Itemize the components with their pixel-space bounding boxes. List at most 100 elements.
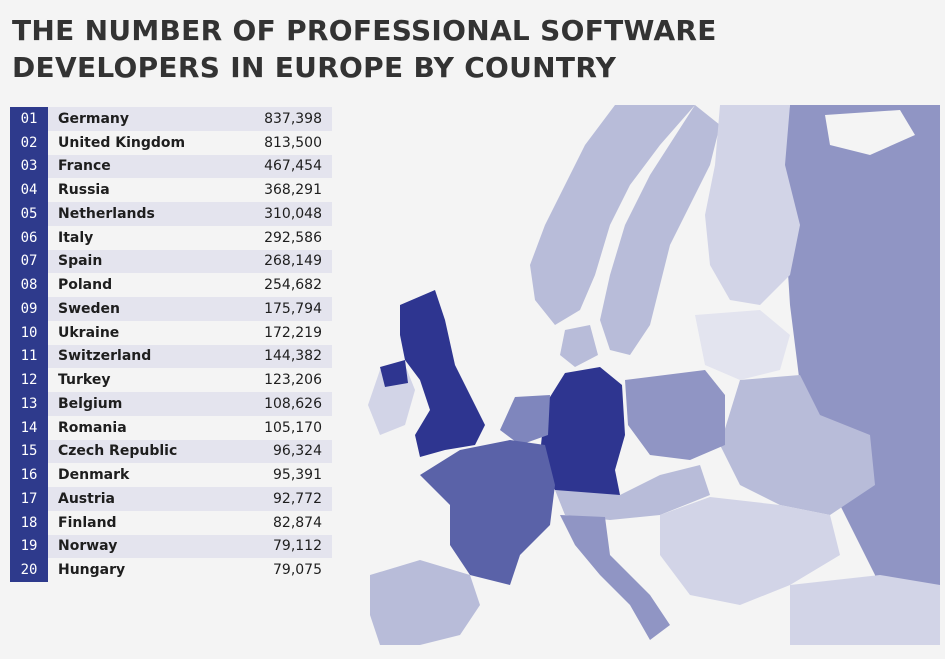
rank-number: 19: [10, 534, 48, 559]
developer-count: 310,048: [264, 205, 322, 222]
developer-count: 467,454: [264, 158, 322, 175]
rank-number: 08: [10, 273, 48, 297]
table-row: 09 Sweden 175,794: [10, 297, 332, 321]
rank-number: 18: [10, 510, 48, 535]
table-row: 07 Spain 268,149: [10, 249, 332, 274]
developer-count: 92,772: [273, 490, 322, 507]
table-row: 03 France 467,454: [10, 154, 332, 179]
table-row: 01 Germany 837,398: [10, 107, 332, 131]
country-name: Sweden: [58, 300, 120, 317]
map-kola: [825, 110, 915, 155]
country-name: Ukraine: [58, 324, 120, 341]
map-germany: [540, 367, 625, 497]
map-finland: [705, 105, 800, 305]
developer-count: 268,149: [264, 253, 322, 270]
country-name: Russia: [58, 182, 110, 199]
rank-number: 13: [10, 392, 48, 416]
country-name: Germany: [58, 110, 130, 127]
rank-number: 12: [10, 368, 48, 392]
map-baltics: [695, 310, 790, 380]
developer-count: 144,382: [264, 348, 322, 365]
country-name: Denmark: [58, 467, 130, 484]
rank-number: 10: [10, 320, 48, 345]
developer-count: 79,112: [273, 538, 322, 555]
table-row: 02 United Kingdom 813,500: [10, 130, 332, 155]
table-row: 16 Denmark 95,391: [10, 463, 332, 487]
table-row: 10 Ukraine 172,219: [10, 320, 332, 345]
developer-count: 123,206: [264, 372, 322, 389]
country-name: France: [58, 158, 111, 175]
rank-number: 01: [10, 107, 48, 131]
country-name: Romania: [58, 419, 127, 436]
country-name: Switzerland: [58, 348, 152, 365]
rank-number: 17: [10, 487, 48, 511]
developer-count: 175,794: [264, 300, 322, 317]
country-name: Spain: [58, 253, 103, 270]
country-name: Belgium: [58, 395, 123, 412]
table-row: 17 Austria 92,772: [10, 487, 332, 511]
country-name: Czech Republic: [58, 443, 178, 460]
country-name: Finland: [58, 514, 117, 531]
map-russia: [780, 105, 940, 645]
map-italy: [560, 515, 670, 640]
rank-number: 16: [10, 463, 48, 487]
country-name: Turkey: [58, 372, 111, 389]
rank-number: 15: [10, 439, 48, 464]
map-france: [420, 440, 555, 585]
developer-count: 79,075: [273, 562, 322, 579]
rank-number: 07: [10, 249, 48, 274]
europe-map: [368, 105, 940, 645]
map-ukraine: [720, 375, 875, 515]
country-name: Austria: [58, 490, 115, 507]
map-denmark: [560, 325, 598, 367]
country-name: Norway: [58, 538, 118, 555]
table-row: 19 Norway 79,112: [10, 534, 332, 559]
developer-count: 837,398: [264, 110, 322, 127]
map-spain: [370, 560, 480, 645]
developer-count: 96,324: [273, 443, 322, 460]
developer-count: 813,500: [264, 134, 322, 151]
rank-number: 14: [10, 415, 48, 440]
developer-count: 108,626: [264, 395, 322, 412]
table-row: 15 Czech Republic 96,324: [10, 439, 332, 464]
map-central: [555, 465, 710, 520]
map-sweden: [600, 105, 720, 355]
developer-count: 95,391: [273, 467, 322, 484]
developer-count: 368,291: [264, 182, 322, 199]
developer-count: 82,874: [273, 514, 322, 531]
table-row: 12 Turkey 123,206: [10, 368, 332, 392]
map-turkey: [790, 575, 940, 645]
ranking-table: 01 Germany 837,398 02 United Kingdom 813,500 0…: [10, 107, 332, 582]
table-row: 08 Poland 254,682: [10, 273, 332, 297]
developer-count: 105,170: [264, 419, 322, 436]
rank-number: 04: [10, 178, 48, 202]
page-title: THE NUMBER OF PROFESSIONAL SOFTWARE DEVE…: [12, 14, 717, 84]
map-norway: [530, 105, 695, 325]
rank-number: 03: [10, 154, 48, 179]
map-balkans: [660, 497, 840, 605]
table-row: 04 Russia 368,291: [10, 178, 332, 202]
table-row: 13 Belgium 108,626: [10, 392, 332, 416]
table-row: 18 Finland 82,874: [10, 510, 332, 535]
rank-number: 02: [10, 130, 48, 155]
map-poland: [625, 370, 725, 460]
table-row: 11 Switzerland 144,382: [10, 344, 332, 369]
map-benelux: [500, 395, 550, 445]
rank-number: 06: [10, 225, 48, 250]
map-united-kingdom: [400, 290, 485, 457]
country-name: Netherlands: [58, 205, 155, 222]
table-row: 06 Italy 292,586: [10, 225, 332, 250]
country-name: United Kingdom: [58, 134, 186, 151]
table-row: 05 Netherlands 310,048: [10, 202, 332, 226]
rank-number: 09: [10, 297, 48, 321]
country-name: Italy: [58, 229, 94, 246]
developer-count: 254,682: [264, 277, 322, 294]
country-name: Poland: [58, 277, 113, 294]
developer-count: 172,219: [264, 324, 322, 341]
rank-number: 05: [10, 202, 48, 226]
country-name: Hungary: [58, 562, 126, 579]
table-row: 20 Hungary 79,075: [10, 558, 332, 582]
rank-number: 11: [10, 344, 48, 369]
map-northern-ireland: [380, 360, 408, 387]
developer-count: 292,586: [264, 229, 322, 246]
